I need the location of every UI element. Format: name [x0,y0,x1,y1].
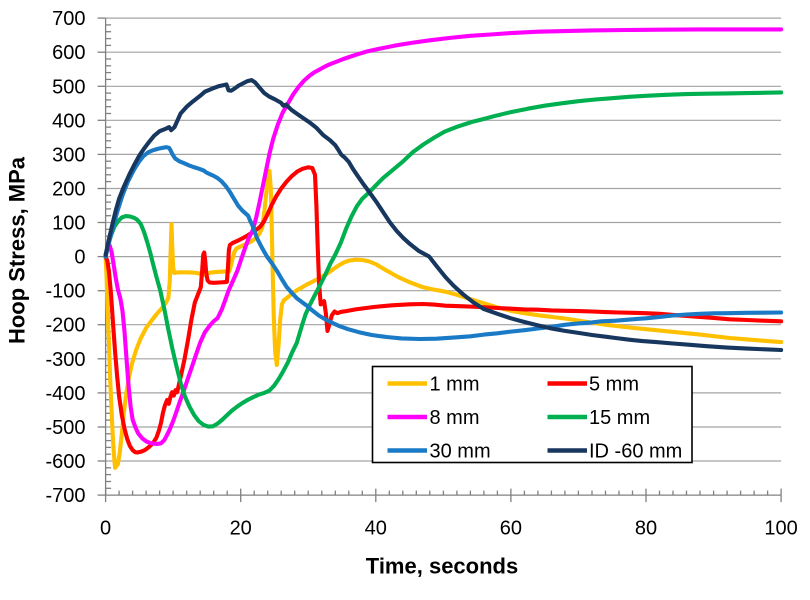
svg-text:40: 40 [365,518,387,540]
svg-text:400: 400 [52,110,85,132]
svg-text:Hoop Stress, MPa: Hoop Stress, MPa [5,156,30,344]
svg-text:8 mm: 8 mm [430,407,480,429]
svg-text:30 mm: 30 mm [430,441,491,463]
svg-text:-200: -200 [45,315,85,337]
svg-text:100: 100 [764,518,797,540]
svg-text:0: 0 [74,247,85,269]
svg-text:600: 600 [52,42,85,64]
svg-text:700: 700 [52,8,85,30]
svg-text:-300: -300 [45,349,85,371]
svg-text:300: 300 [52,144,85,166]
svg-text:500: 500 [52,76,85,98]
svg-text:-700: -700 [45,485,85,507]
svg-text:100: 100 [52,213,85,235]
svg-text:-500: -500 [45,417,85,439]
svg-text:-100: -100 [45,281,85,303]
svg-text:-600: -600 [45,451,85,473]
svg-text:ID -60 mm: ID -60 mm [589,441,682,463]
svg-text:-400: -400 [45,383,85,405]
svg-text:15 mm: 15 mm [589,407,650,429]
svg-text:1 mm: 1 mm [430,374,480,396]
svg-text:0: 0 [100,518,111,540]
svg-text:80: 80 [635,518,657,540]
svg-text:5 mm: 5 mm [589,374,639,396]
svg-text:20: 20 [230,518,252,540]
svg-text:200: 200 [52,179,85,201]
svg-text:Time, seconds: Time, seconds [366,554,518,579]
svg-text:60: 60 [500,518,522,540]
